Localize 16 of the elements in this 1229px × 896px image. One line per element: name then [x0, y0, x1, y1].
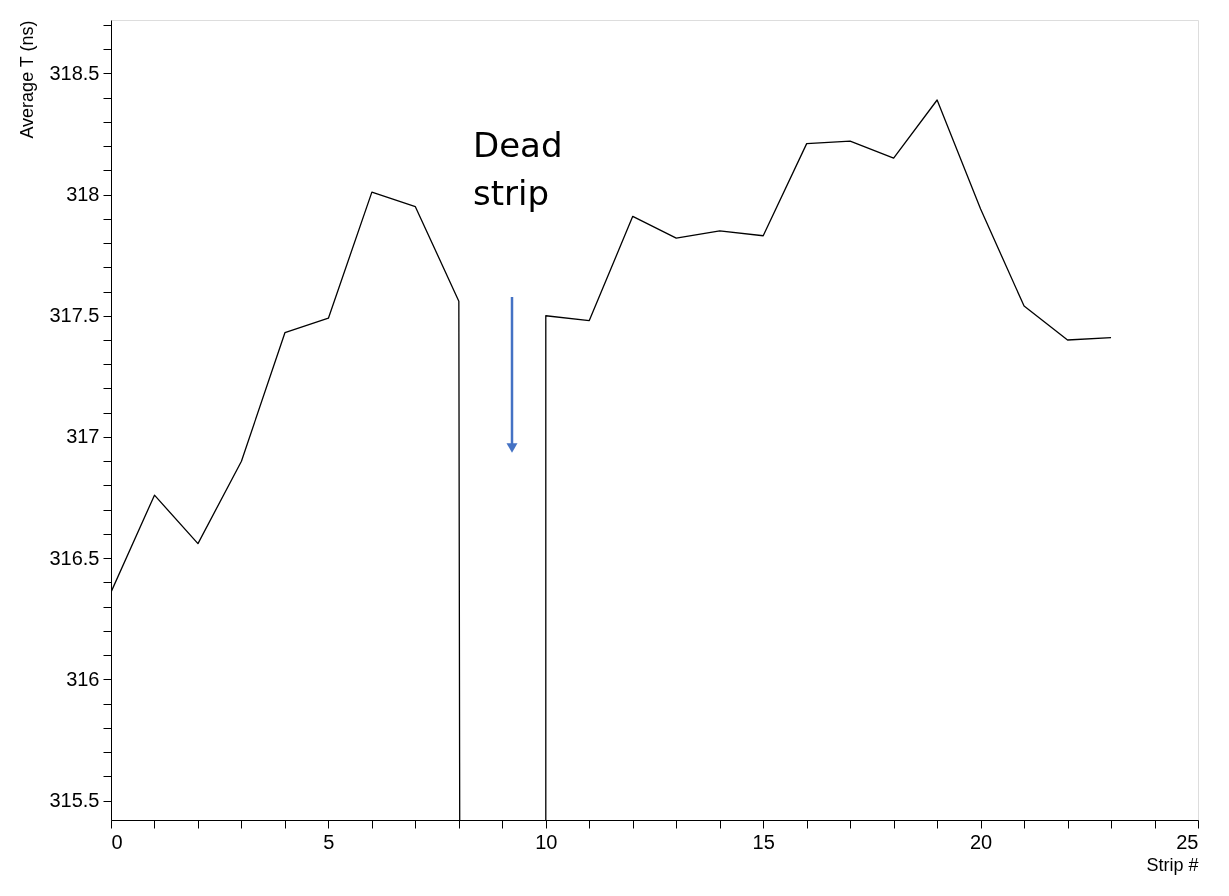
x-tick-label: 5 [323, 830, 335, 853]
y-tick-label: 318.5 [49, 61, 100, 84]
y-tick-label: 316.5 [49, 546, 100, 569]
x-tick-label: 0 [111, 830, 123, 853]
y-tick-label: 315.5 [49, 789, 100, 812]
x-axis-title: Strip # [1146, 854, 1199, 875]
annotation: Dead strip [473, 125, 563, 213]
x-tick-label: 15 [752, 830, 775, 853]
y-axis-title: Average T (ns) [17, 20, 38, 139]
x-tick-label: 25 [1176, 830, 1199, 853]
y-tick-label: 317.5 [49, 304, 100, 327]
y-tick-label: 318 [66, 183, 100, 206]
y-tick-label: 316 [66, 667, 100, 690]
y-tick-label: 317 [66, 425, 100, 448]
x-tick-label: 20 [969, 830, 993, 853]
x-tick-label: 10 [535, 830, 558, 853]
